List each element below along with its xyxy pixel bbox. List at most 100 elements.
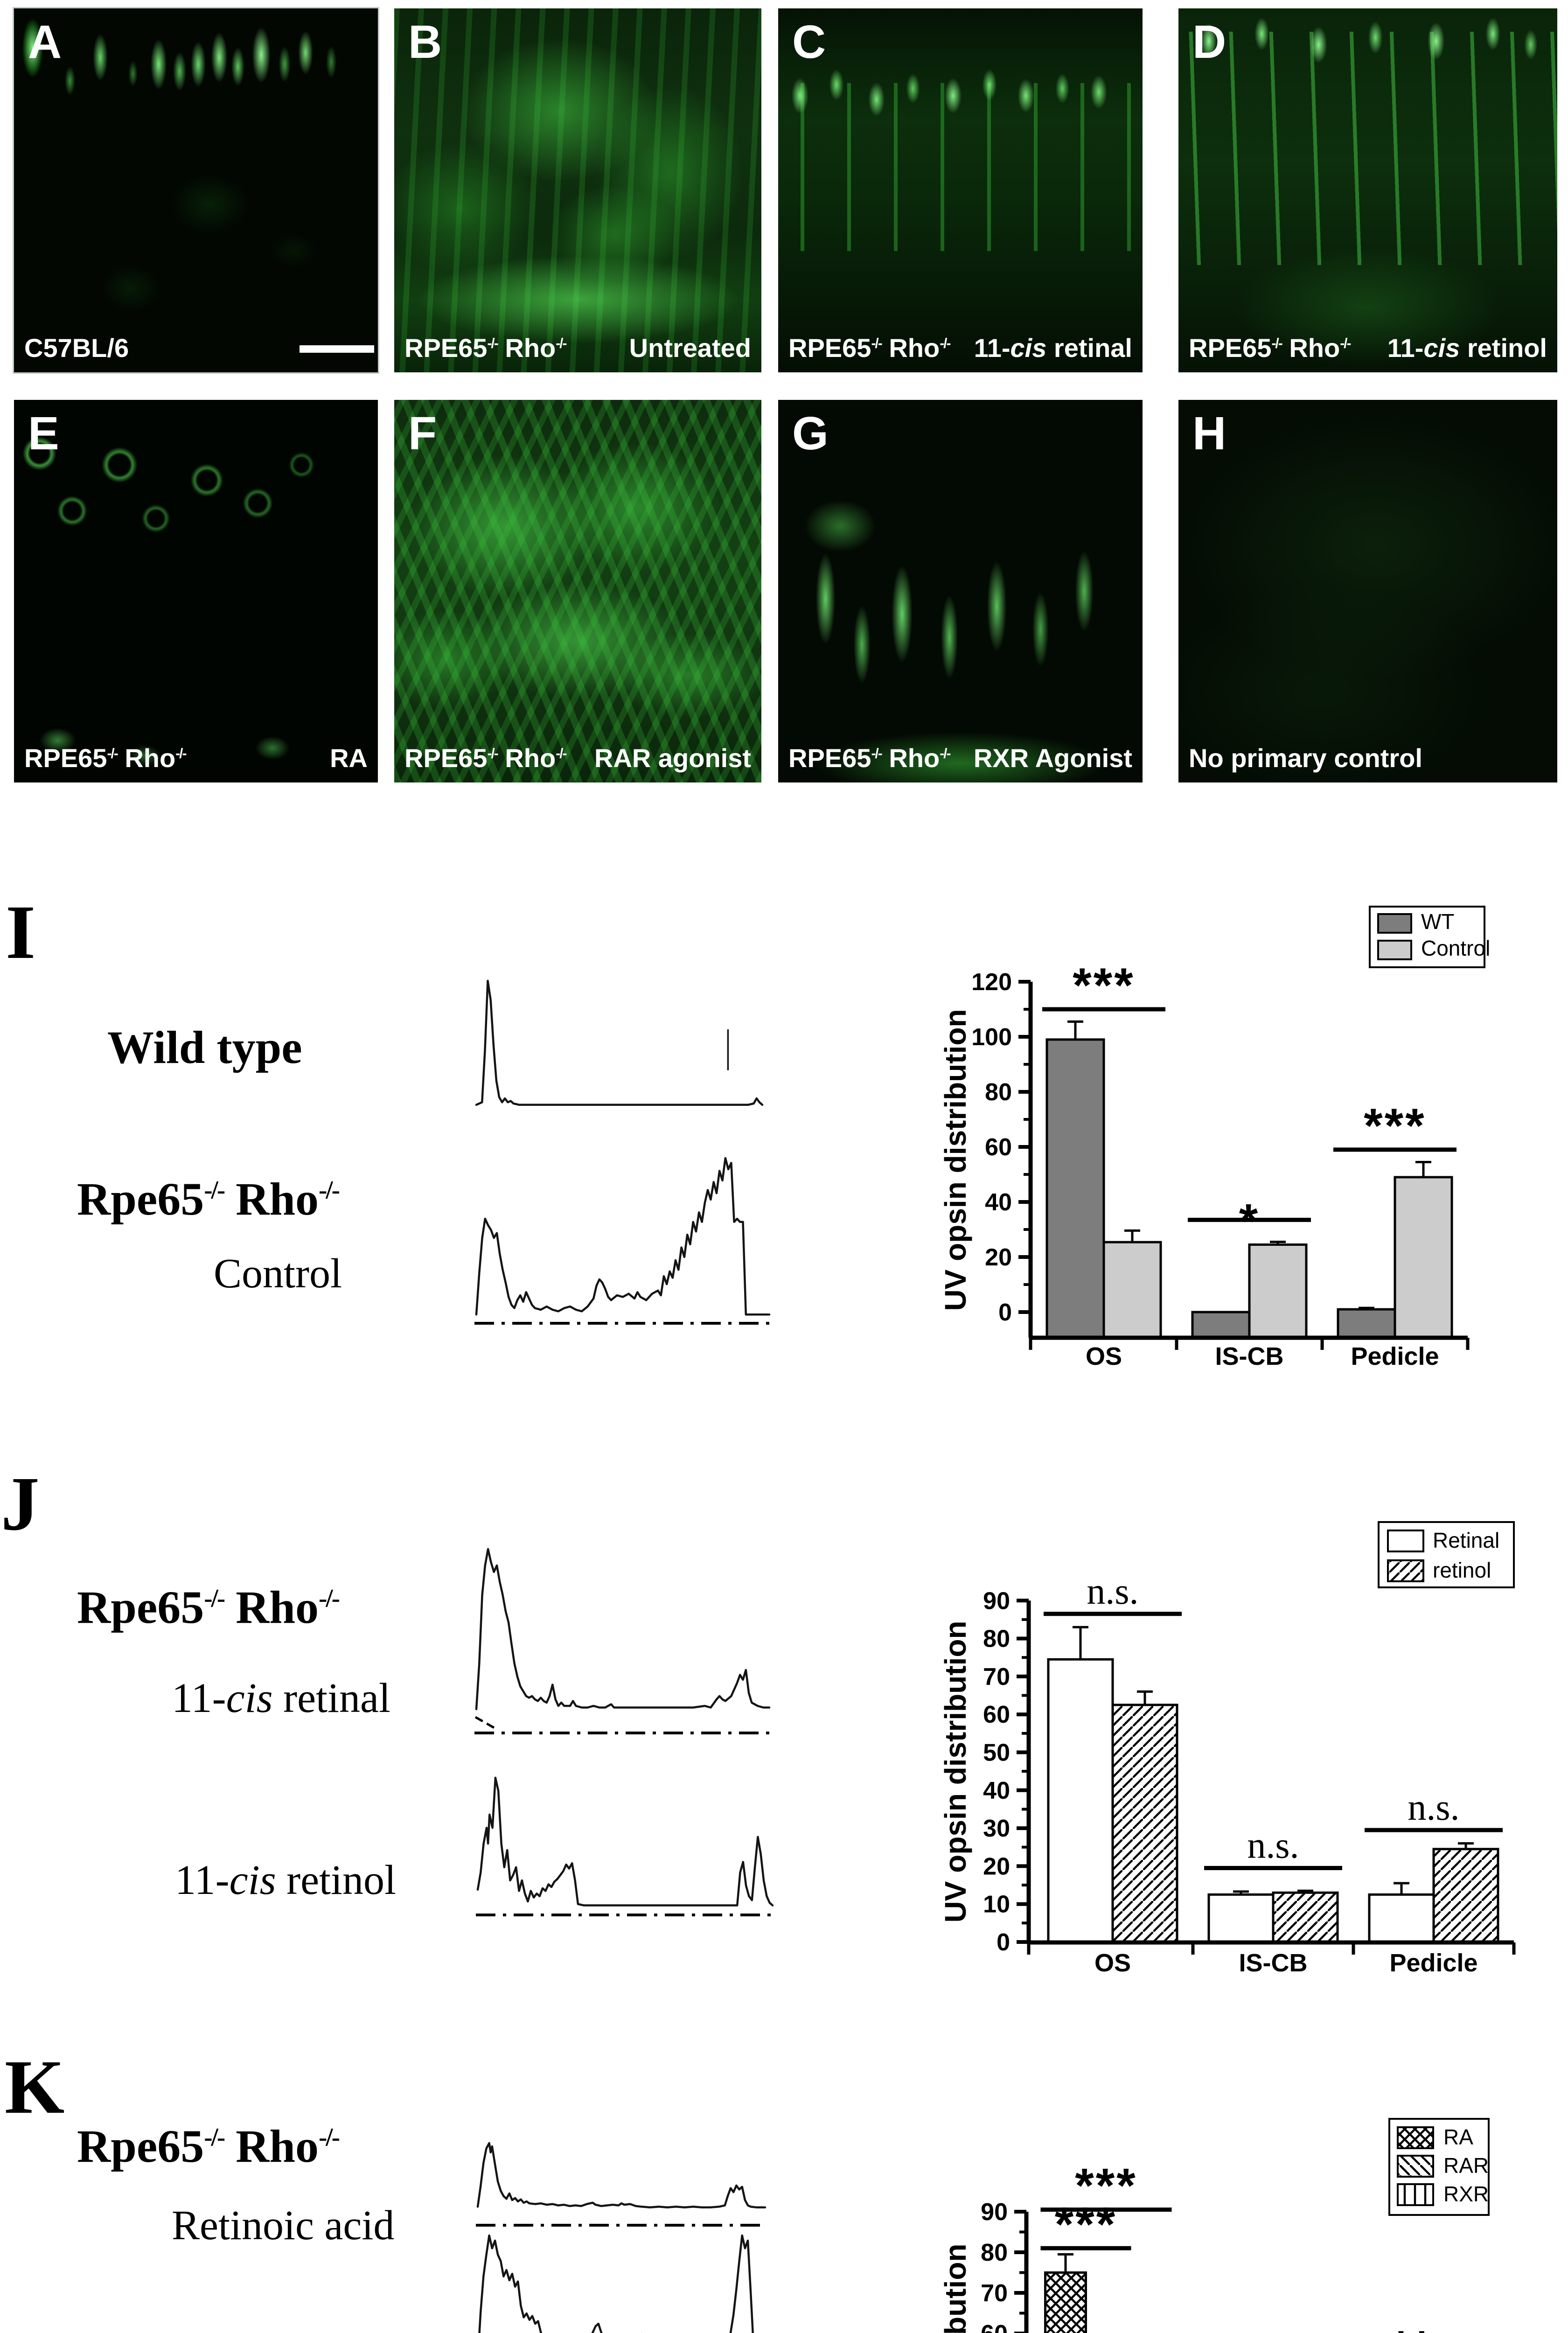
retinal-label: 11-cis retinal — [172, 1675, 391, 1721]
svg-text:0: 0 — [998, 1299, 1012, 1326]
fluorescence-image-a — [14, 8, 378, 372]
panel-genotype-d: RPE65-/- Rho-/- — [1189, 333, 1352, 363]
panel-caption-e: RPE65-/- Rho-/- RA — [24, 743, 368, 773]
micrograph-panel-e: E RPE65-/- Rho-/- RA — [14, 400, 378, 782]
svg-text:UV opsin distribution: UV opsin distribution — [939, 2243, 972, 2333]
retinol-label: 11-cis retinol — [175, 1857, 397, 1903]
panel-caption-b: RPE65-/- Rho-/- Untreated — [404, 333, 751, 363]
svg-text:Retinal: Retinal — [1433, 1528, 1499, 1552]
micrograph-panel-a: A C57BL/6 — [13, 7, 379, 374]
svg-text:20: 20 — [983, 1853, 1010, 1880]
panel-letter-f: F — [408, 407, 437, 460]
micrograph-panel-b: B RPE65-/- Rho-/- Untreated — [394, 8, 761, 372]
panel-treatment-d: 11-cis retinol — [1387, 333, 1547, 363]
panel-caption-h: No primary control — [1189, 743, 1547, 773]
section-tag-k: K — [5, 2044, 65, 2130]
svg-text:30: 30 — [983, 1815, 1010, 1842]
panel-caption-f: RPE65-/- Rho-/- RAR agonist — [404, 743, 751, 773]
fluorescence-image-g — [778, 400, 1143, 782]
micrograph-panel-c: C RPE65-/- Rho-/- 11-cis retinal — [778, 8, 1143, 372]
wt-cone-profile-plot — [475, 979, 764, 1106]
svg-text:120: 120 — [971, 969, 1012, 996]
svg-text:60: 60 — [981, 2320, 1008, 2333]
svg-text:40: 40 — [983, 1777, 1010, 1804]
micrograph-panel-f: F RPE65-/- Rho-/- RAR agonist — [394, 400, 761, 782]
panel-caption-c: RPE65-/- Rho-/- 11-cis retinal — [788, 333, 1132, 363]
svg-text:n.s.: n.s. — [1087, 1571, 1138, 1612]
fluorescence-image-h — [1178, 400, 1557, 782]
panel-genotype-g: RPE65-/- Rho-/- — [788, 743, 951, 773]
genotype-label-j: Rpe65-/- Rho-/- — [77, 1581, 340, 1633]
uv-opsin-bar-chart-j: 0 10 20 30 40 50 60 70 80 90 OS IS-CB Pedicle UV opsi… — [939, 1521, 1516, 1977]
fluorescence-image-b — [394, 8, 761, 372]
micrograph-panel-g: G RPE65-/- Rho-/- RXR Agonist — [778, 400, 1143, 782]
fluorescence-image-e — [14, 400, 378, 782]
ra-cone-profile-plot — [476, 2142, 767, 2227]
svg-text:WT: WT — [1421, 909, 1455, 934]
micrograph-panel-d: D RPE65-/- Rho-/- 11-cis retinol — [1178, 8, 1557, 372]
panel-caption-g: RPE65-/- Rho-/- RXR Agonist — [788, 743, 1132, 773]
uv-opsin-bar-chart-i: 0 20 40 60 80 100 120 OS IS-CB Pedicle UV opsin di… — [939, 906, 1490, 1370]
fluorescence-image-f — [394, 400, 761, 782]
svg-text:***: *** — [1364, 1099, 1426, 1153]
panel-caption-d: RPE65-/- Rho-/- 11-cis retinol — [1189, 333, 1547, 363]
svg-text:UV opsin distribution: UV opsin distribution — [939, 1621, 972, 1922]
section-tag-j: J — [1, 1461, 40, 1546]
panel-genotype-f: RPE65-/- Rho-/- — [404, 743, 567, 773]
panel-genotype-b: RPE65-/- Rho-/- — [404, 333, 567, 363]
scale-bar — [300, 345, 374, 353]
svg-text:OS: OS — [1094, 1949, 1131, 1977]
fluorescence-image-c — [778, 8, 1143, 372]
svg-text:20: 20 — [985, 1244, 1012, 1271]
svg-text:70: 70 — [983, 1663, 1010, 1690]
svg-text:90: 90 — [983, 1587, 1010, 1614]
svg-text:IS-CB: IS-CB — [1239, 1949, 1308, 1977]
retinoic-acid-label: Retinoic acid — [172, 2202, 395, 2249]
panel-letter-e: E — [28, 407, 59, 460]
svg-text:80: 80 — [983, 1626, 1010, 1653]
rar-cone-profile-plot — [478, 2234, 754, 2333]
section-tag-i: I — [6, 889, 36, 975]
svg-text:90: 90 — [981, 2199, 1008, 2226]
svg-text:Pedicle: Pedicle — [1389, 1949, 1477, 1977]
panel-genotype-c: RPE65-/- Rho-/- — [788, 333, 951, 363]
panel-letter-g: G — [792, 407, 829, 460]
svg-text:RAR: RAR — [1443, 2153, 1489, 2178]
genotype-label-k: Rpe65-/- Rho-/- — [77, 2120, 340, 2172]
panel-letter-c: C — [792, 16, 826, 68]
micrograph-panel-h: H No primary control — [1178, 400, 1557, 782]
svg-text:RA: RA — [1443, 2125, 1473, 2149]
panel-treatment-c: 11-cis retinal — [974, 333, 1132, 363]
control-cone-profile-plot — [474, 1157, 771, 1325]
panel-treatment-f: RAR agonist — [594, 743, 751, 773]
svg-text:80: 80 — [985, 1079, 1012, 1106]
panel-treatment-e: RA — [330, 743, 368, 773]
svg-text:OS: OS — [1086, 1342, 1122, 1370]
svg-text:RXR: RXR — [1443, 2182, 1489, 2206]
retinal-cone-profile-plot — [474, 1548, 771, 1734]
panel-letter-d: D — [1192, 16, 1227, 68]
panel-label-a: C57BL/6 — [24, 333, 129, 363]
svg-text:n.s.: n.s. — [1247, 1825, 1299, 1866]
panel-caption-a: C57BL/6 — [24, 333, 368, 363]
wild-type-label: Wild type — [107, 1021, 302, 1073]
svg-text:100: 100 — [971, 1024, 1012, 1051]
panel-treatment-b: Untreated — [629, 333, 751, 363]
svg-text:retinol: retinol — [1433, 1558, 1491, 1582]
panel-letter-a: A — [28, 16, 62, 68]
svg-text:60: 60 — [985, 1134, 1012, 1161]
svg-text:Control: Control — [1421, 936, 1490, 960]
svg-text:IS-CB: IS-CB — [1215, 1342, 1284, 1370]
panel-letter-h: H — [1192, 407, 1227, 460]
fluorescence-image-d — [1178, 8, 1557, 372]
genotype-label-i: Rpe65-/- Rho-/- — [77, 1173, 340, 1225]
panel-label-h: No primary control — [1189, 743, 1422, 773]
svg-text:60: 60 — [983, 1701, 1010, 1728]
svg-text:10: 10 — [983, 1891, 1010, 1918]
panel-treatment-g: RXR Agonist — [973, 743, 1132, 773]
svg-text:Pedicle: Pedicle — [1351, 1342, 1439, 1370]
svg-text:80: 80 — [981, 2239, 1008, 2266]
svg-text:*: * — [1239, 1194, 1260, 1248]
